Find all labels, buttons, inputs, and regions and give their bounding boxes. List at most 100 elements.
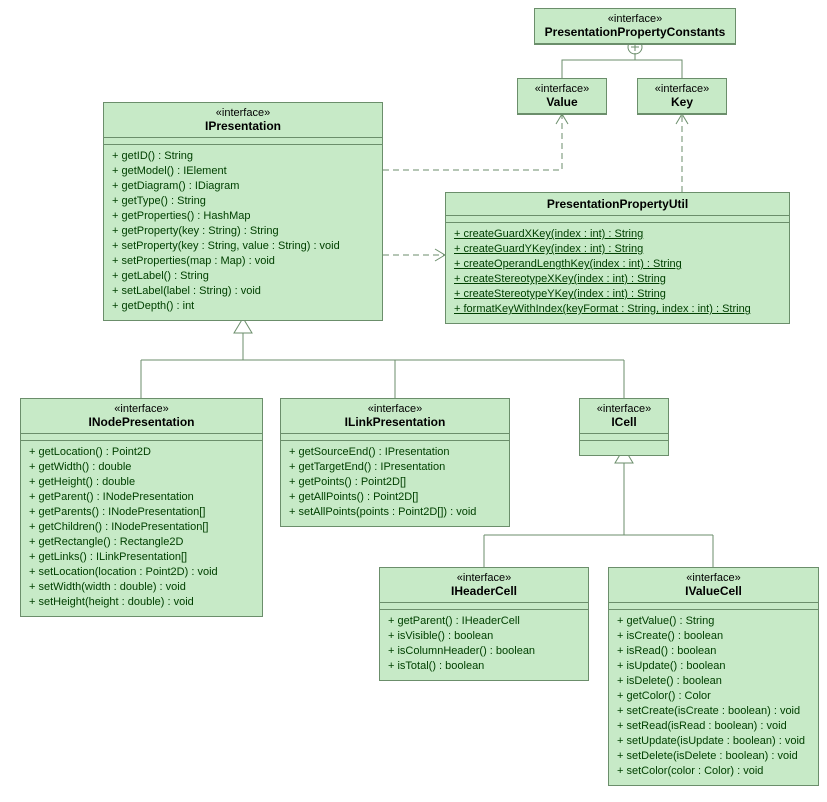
operation: + createGuardXKey(index : int) : String xyxy=(454,227,781,242)
class-header: «interface»Value xyxy=(518,79,606,114)
class-name: IHeaderCell xyxy=(386,584,582,598)
operation: + isRead() : boolean xyxy=(617,644,810,659)
operation: + getAllPoints() : Point2D[] xyxy=(289,490,501,505)
uml-interface-iheader: «interface»IHeaderCell + getParent() : IH… xyxy=(379,567,589,681)
operation: + isCreate() : boolean xyxy=(617,629,810,644)
operation: + getLinks() : ILinkPresentation[] xyxy=(29,550,254,565)
operations-compartment: + getLocation() : Point2D+ getWidth() : … xyxy=(21,441,262,616)
operation: + setDelete(isDelete : boolean) : void xyxy=(617,749,810,764)
class-header: «interface»IHeaderCell xyxy=(380,568,588,603)
class-header: «interface»PresentationPropertyConstants xyxy=(535,9,735,44)
operation: + setProperties(map : Map) : void xyxy=(112,254,374,269)
stereotype-label: «interface» xyxy=(110,107,376,119)
class-header: «interface»IPresentation xyxy=(104,103,382,138)
operations-compartment xyxy=(580,441,668,455)
operation: + getParents() : INodePresentation[] xyxy=(29,505,254,520)
uml-interface-value: «interface»Value xyxy=(517,78,607,115)
attribute-compartment xyxy=(580,434,668,441)
operation: + isColumnHeader() : boolean xyxy=(388,644,580,659)
operation: + getType() : String xyxy=(112,194,374,209)
class-name: IValueCell xyxy=(615,584,812,598)
operation: + getParent() : IHeaderCell xyxy=(388,614,580,629)
operation: + getParent() : INodePresentation xyxy=(29,490,254,505)
operation: + getLocation() : Point2D xyxy=(29,445,254,460)
uml-canvas: «interface»PresentationPropertyConstants… xyxy=(0,0,827,802)
operation: + formatKeyWithIndex(keyFormat : String,… xyxy=(454,302,781,317)
operation: + getProperties() : HashMap xyxy=(112,209,374,224)
operation: + createGuardYKey(index : int) : String xyxy=(454,242,781,257)
attribute-compartment xyxy=(281,434,509,441)
operation: + getDepth() : int xyxy=(112,299,374,314)
operations-compartment: + getID() : String+ getModel() : IElemen… xyxy=(104,145,382,320)
operation: + getDiagram() : IDiagram xyxy=(112,179,374,194)
class-name: PresentationPropertyUtil xyxy=(452,197,783,211)
operation: + setUpdate(isUpdate : boolean) : void xyxy=(617,734,810,749)
operations-compartment: + getValue() : String+ isCreate() : bool… xyxy=(609,610,818,785)
uml-interface-ilink: «interface»ILinkPresentation + getSourceE… xyxy=(280,398,510,527)
operation: + setAllPoints(points : Point2D[]) : voi… xyxy=(289,505,501,520)
operations-compartment: + getParent() : IHeaderCell+ isVisible()… xyxy=(380,610,588,680)
stereotype-label: «interface» xyxy=(586,403,662,415)
class-header: «interface»ICell xyxy=(580,399,668,434)
uml-interface-ppu: PresentationPropertyUtil + createGuardXKe… xyxy=(445,192,790,324)
operation: + setLabel(label : String) : void xyxy=(112,284,374,299)
operation: + getWidth() : double xyxy=(29,460,254,475)
operations-compartment: + createGuardXKey(index : int) : String+… xyxy=(446,223,789,323)
uml-interface-ivalue: «interface»IValueCell + getValue() : Stri… xyxy=(608,567,819,786)
operation: + getID() : String xyxy=(112,149,374,164)
operation: + createOperandLengthKey(index : int) : … xyxy=(454,257,781,272)
class-header: «interface»INodePresentation xyxy=(21,399,262,434)
operation: + setLocation(location : Point2D) : void xyxy=(29,565,254,580)
operation: + getLabel() : String xyxy=(112,269,374,284)
class-name: INodePresentation xyxy=(27,415,256,429)
stereotype-label: «interface» xyxy=(524,83,600,95)
operation: + setRead(isRead : boolean) : void xyxy=(617,719,810,734)
stereotype-label: «interface» xyxy=(644,83,720,95)
operations-compartment: + getSourceEnd() : IPresentation+ getTar… xyxy=(281,441,509,526)
stereotype-label: «interface» xyxy=(541,13,729,25)
attribute-compartment xyxy=(380,603,588,610)
uml-interface-ipresentation: «interface»IPresentation + getID() : Stri… xyxy=(103,102,383,321)
class-name: ILinkPresentation xyxy=(287,415,503,429)
operation: + getColor() : Color xyxy=(617,689,810,704)
operation: + getTargetEnd() : IPresentation xyxy=(289,460,501,475)
operation: + createStereotypeXKey(index : int) : St… xyxy=(454,272,781,287)
attribute-compartment xyxy=(446,216,789,223)
class-header: «interface»IValueCell xyxy=(609,568,818,603)
uml-interface-ppc: «interface»PresentationPropertyConstants xyxy=(534,8,736,45)
stereotype-label: «interface» xyxy=(615,572,812,584)
operation: + getHeight() : double xyxy=(29,475,254,490)
operation: + isDelete() : boolean xyxy=(617,674,810,689)
operation: + getProperty(key : String) : String xyxy=(112,224,374,239)
class-name: Value xyxy=(524,95,600,109)
stereotype-label: «interface» xyxy=(386,572,582,584)
attribute-compartment xyxy=(21,434,262,441)
operation: + createStereotypeYKey(index : int) : St… xyxy=(454,287,781,302)
operation: + setHeight(height : double) : void xyxy=(29,595,254,610)
operation: + getPoints() : Point2D[] xyxy=(289,475,501,490)
class-header: «interface»Key xyxy=(638,79,726,114)
operation: + getChildren() : INodePresentation[] xyxy=(29,520,254,535)
operation: + isVisible() : boolean xyxy=(388,629,580,644)
uml-interface-inode: «interface»INodePresentation + getLocatio… xyxy=(20,398,263,617)
attribute-compartment xyxy=(104,138,382,145)
class-name: ICell xyxy=(586,415,662,429)
uml-interface-key: «interface»Key xyxy=(637,78,727,115)
class-name: IPresentation xyxy=(110,119,376,133)
stereotype-label: «interface» xyxy=(27,403,256,415)
operation: + getModel() : IElement xyxy=(112,164,374,179)
operation: + getRectangle() : Rectangle2D xyxy=(29,535,254,550)
class-name: PresentationPropertyConstants xyxy=(541,25,729,39)
class-name: Key xyxy=(644,95,720,109)
operation: + setColor(color : Color) : void xyxy=(617,764,810,779)
operation: + isUpdate() : boolean xyxy=(617,659,810,674)
operation: + setCreate(isCreate : boolean) : void xyxy=(617,704,810,719)
stereotype-label: «interface» xyxy=(287,403,503,415)
operation: + getSourceEnd() : IPresentation xyxy=(289,445,501,460)
operation: + setProperty(key : String, value : Stri… xyxy=(112,239,374,254)
operation: + setWidth(width : double) : void xyxy=(29,580,254,595)
operation: + getValue() : String xyxy=(617,614,810,629)
class-header: «interface»ILinkPresentation xyxy=(281,399,509,434)
attribute-compartment xyxy=(609,603,818,610)
class-header: PresentationPropertyUtil xyxy=(446,193,789,216)
